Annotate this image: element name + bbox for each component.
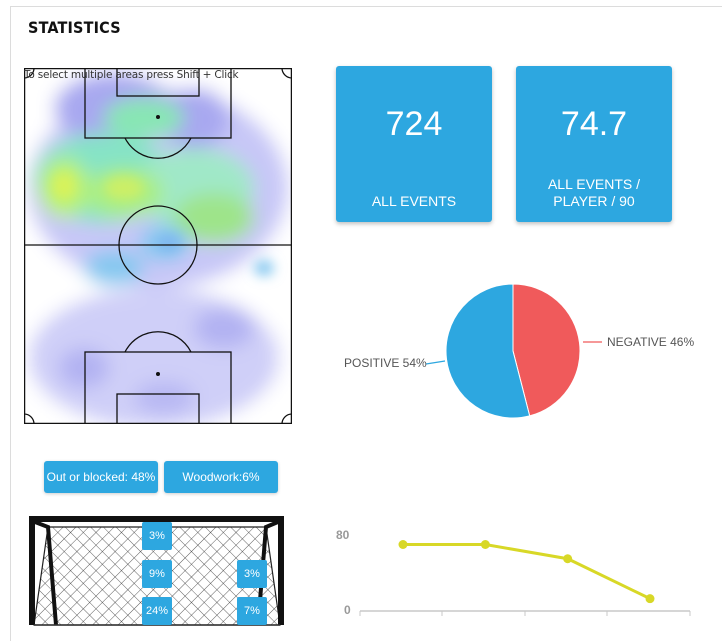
zone-bottom-right[interactable]: 7%	[237, 597, 267, 625]
zone-bottom-center[interactable]: 24%	[142, 597, 172, 625]
selection-hint: To select multiple areas press Shift + C…	[24, 69, 239, 81]
penalty-spot-top	[156, 115, 160, 119]
data-point-1[interactable]	[398, 540, 408, 549]
page-title: STATISTICS	[28, 18, 121, 37]
events-per-player-label: ALL EVENTS / PLAYER / 90	[516, 176, 672, 210]
y-tick-top: 80	[336, 528, 350, 542]
zone-middle-right[interactable]: 3%	[237, 560, 267, 588]
pitch-heatmap[interactable]	[24, 68, 292, 424]
y-tick-bottom: 0	[344, 603, 351, 617]
all-events-label: ALL EVENTS	[371, 193, 457, 209]
events-per-player-value: 74.7	[560, 105, 628, 143]
positive-slice[interactable]	[445, 283, 531, 419]
events-per-player-tile: 74.7 ALL EVENTS / PLAYER / 90	[516, 66, 672, 222]
zone-middle-center[interactable]: 9%	[142, 560, 172, 588]
data-point-2[interactable]	[480, 540, 490, 549]
goal-map: 3% 9% 3% 24% 7%	[26, 513, 288, 641]
events-per-player-label-line2: PLAYER / 90	[553, 193, 635, 209]
pitch-lines	[24, 68, 292, 424]
trend-line-chart: 80 0	[330, 520, 700, 630]
series-line	[403, 543, 651, 600]
woodwork-button[interactable]: Woodwork:6%	[164, 461, 278, 493]
penalty-spot-bottom	[156, 372, 160, 376]
zone-top-center[interactable]: 3%	[142, 522, 172, 550]
out-or-blocked-button[interactable]: Out or blocked: 48%	[44, 461, 158, 493]
all-events-value: 724	[385, 105, 443, 143]
all-events-tile: 724 ALL EVENTS	[336, 66, 492, 222]
negative-label: NEGATIVE 46%	[607, 335, 695, 349]
positive-label: POSITIVE 54%	[344, 356, 427, 370]
negative-slice[interactable]	[512, 283, 581, 417]
events-pie-chart: POSITIVE 54% NEGATIVE 46%	[340, 280, 710, 430]
events-per-player-label-line1: ALL EVENTS /	[547, 176, 641, 192]
positive-connector	[425, 360, 446, 365]
data-point-4[interactable]	[645, 594, 655, 604]
heat-hotspots	[52, 172, 274, 276]
data-point-3[interactable]	[563, 554, 573, 564]
